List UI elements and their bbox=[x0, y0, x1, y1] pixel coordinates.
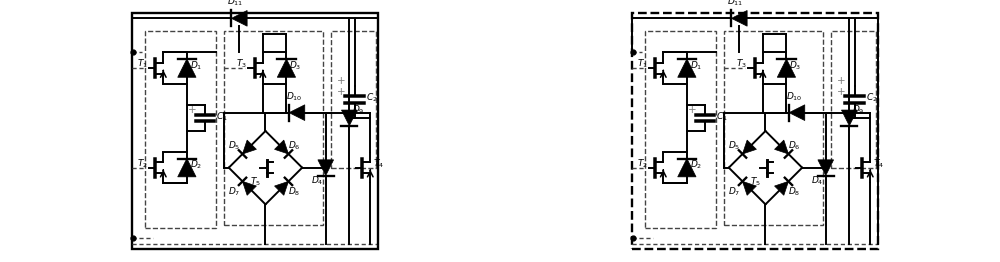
Text: $C_1$: $C_1$ bbox=[716, 110, 728, 123]
Text: $D_5$: $D_5$ bbox=[228, 139, 240, 152]
Bar bbox=[724, 31, 823, 225]
Bar bbox=[831, 31, 876, 168]
Bar bbox=[331, 31, 376, 168]
Polygon shape bbox=[731, 10, 747, 26]
Text: $D_{10}$: $D_{10}$ bbox=[786, 91, 803, 103]
Polygon shape bbox=[789, 105, 805, 121]
Polygon shape bbox=[243, 181, 256, 195]
Polygon shape bbox=[178, 59, 196, 77]
Text: $T_5$: $T_5$ bbox=[750, 176, 760, 188]
Text: $D_3$: $D_3$ bbox=[289, 59, 301, 72]
Bar bbox=[645, 31, 716, 228]
Text: $D_9$: $D_9$ bbox=[852, 104, 864, 116]
Text: $T_4$: $T_4$ bbox=[373, 157, 384, 170]
Polygon shape bbox=[841, 110, 857, 126]
Text: $D_2$: $D_2$ bbox=[690, 159, 702, 171]
Text: $D_2$: $D_2$ bbox=[190, 159, 202, 171]
Polygon shape bbox=[818, 160, 834, 176]
Text: $T_1$: $T_1$ bbox=[637, 58, 648, 70]
Polygon shape bbox=[678, 59, 696, 77]
Text: +: + bbox=[188, 105, 196, 115]
Text: $D_6$: $D_6$ bbox=[788, 139, 801, 152]
Polygon shape bbox=[743, 140, 756, 154]
Text: $D_1$: $D_1$ bbox=[690, 59, 702, 72]
Text: $D_4$: $D_4$ bbox=[311, 174, 323, 187]
Text: $D_{11}$: $D_{11}$ bbox=[227, 0, 244, 8]
Text: $T_2$: $T_2$ bbox=[137, 157, 148, 170]
Polygon shape bbox=[678, 159, 696, 177]
Text: $D_9$: $D_9$ bbox=[352, 104, 364, 116]
Text: +: + bbox=[337, 76, 346, 86]
Polygon shape bbox=[318, 160, 334, 176]
Polygon shape bbox=[775, 181, 788, 195]
Text: +: + bbox=[837, 76, 846, 86]
Bar bbox=[224, 31, 323, 225]
Text: $T_2$: $T_2$ bbox=[637, 157, 648, 170]
Text: $T_4$: $T_4$ bbox=[873, 157, 884, 170]
Text: +: + bbox=[337, 87, 346, 97]
Text: $C_2$: $C_2$ bbox=[366, 92, 378, 105]
Text: $D_3$: $D_3$ bbox=[789, 59, 801, 72]
Polygon shape bbox=[277, 59, 296, 77]
Text: $C_2$: $C_2$ bbox=[866, 92, 878, 105]
Text: $D_7$: $D_7$ bbox=[228, 185, 240, 198]
Text: $D_{10}$: $D_{10}$ bbox=[286, 91, 303, 103]
Text: $T_1$: $T_1$ bbox=[137, 58, 148, 70]
Text: $D_6$: $D_6$ bbox=[288, 139, 301, 152]
Polygon shape bbox=[243, 140, 256, 154]
Text: $D_7$: $D_7$ bbox=[728, 185, 740, 198]
Polygon shape bbox=[275, 140, 288, 154]
Bar bbox=[145, 31, 216, 228]
Text: $D_{11}$: $D_{11}$ bbox=[727, 0, 744, 8]
Text: +: + bbox=[688, 105, 696, 115]
Text: $D_5$: $D_5$ bbox=[728, 139, 740, 152]
Text: $T_3$: $T_3$ bbox=[236, 58, 247, 70]
Text: $T_5$: $T_5$ bbox=[250, 176, 260, 188]
Text: +: + bbox=[837, 87, 846, 97]
Text: $T_3$: $T_3$ bbox=[736, 58, 747, 70]
Polygon shape bbox=[775, 140, 788, 154]
Polygon shape bbox=[289, 105, 305, 121]
Text: $D_8$: $D_8$ bbox=[288, 185, 301, 198]
Polygon shape bbox=[231, 10, 247, 26]
Polygon shape bbox=[777, 59, 796, 77]
Polygon shape bbox=[743, 181, 756, 195]
Polygon shape bbox=[275, 181, 288, 195]
Text: $D_1$: $D_1$ bbox=[190, 59, 202, 72]
Polygon shape bbox=[341, 110, 357, 126]
Text: $D_8$: $D_8$ bbox=[788, 185, 801, 198]
Polygon shape bbox=[178, 159, 196, 177]
Text: $C_1$: $C_1$ bbox=[216, 110, 228, 123]
Text: $D_4$: $D_4$ bbox=[811, 174, 823, 187]
